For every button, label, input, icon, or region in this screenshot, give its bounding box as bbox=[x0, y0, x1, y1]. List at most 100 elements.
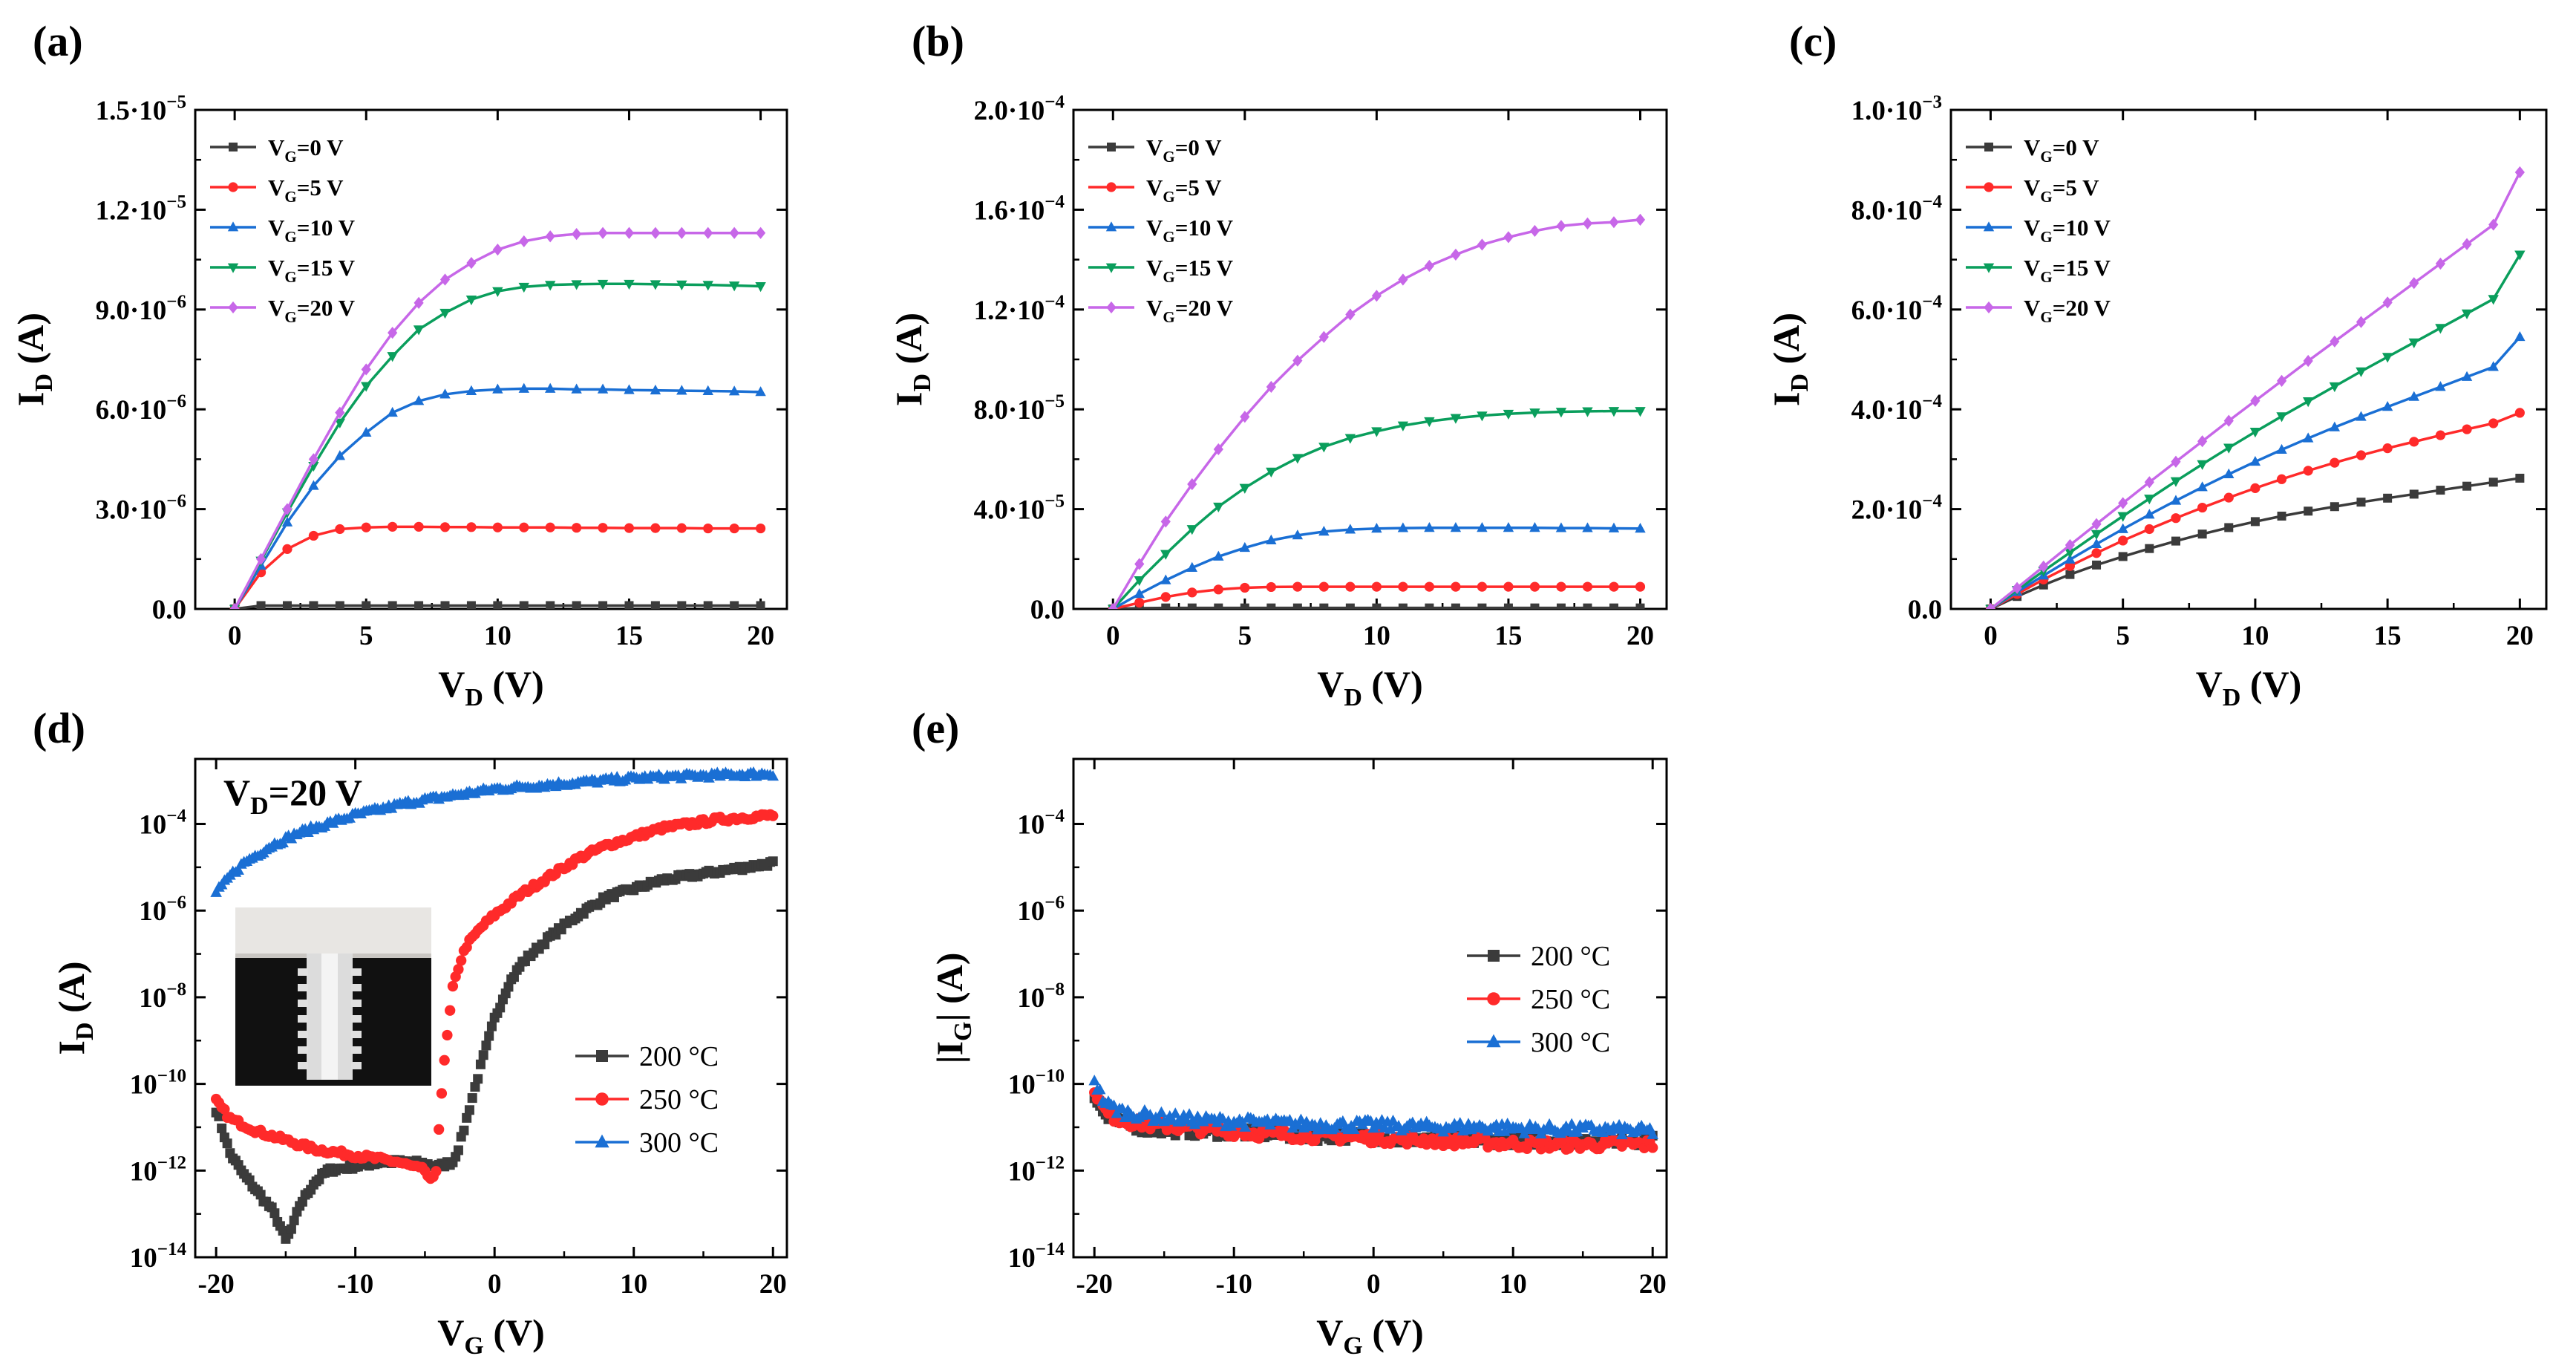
data-point bbox=[439, 273, 451, 286]
data-point bbox=[1088, 1075, 1100, 1086]
data-point bbox=[2091, 518, 2102, 530]
data-point bbox=[1266, 603, 1276, 609]
data-point bbox=[1134, 558, 1145, 570]
series-4 bbox=[1108, 213, 1646, 609]
panel-letter: (a) bbox=[33, 17, 83, 65]
data-point bbox=[414, 601, 424, 609]
y-tick-label: 10−8 bbox=[1017, 979, 1065, 1014]
data-point bbox=[1211, 1116, 1223, 1127]
data-point bbox=[1571, 1125, 1583, 1137]
data-point bbox=[546, 601, 555, 609]
x-tick-label: 10 bbox=[1500, 1269, 1527, 1300]
data-point bbox=[2250, 517, 2260, 527]
legend-label: 300 °C bbox=[639, 1127, 719, 1158]
data-point bbox=[1635, 603, 1645, 609]
data-point bbox=[2223, 414, 2234, 427]
legend-label: VG=10 V bbox=[1146, 215, 1234, 246]
data-point bbox=[439, 388, 451, 399]
data-point bbox=[1555, 522, 1567, 532]
data-point bbox=[277, 836, 289, 848]
data-point bbox=[1583, 603, 1592, 609]
data-point bbox=[2383, 493, 2393, 503]
data-point bbox=[2514, 408, 2525, 418]
series-line bbox=[233, 387, 761, 609]
legend-marker bbox=[1106, 301, 1117, 314]
data-point bbox=[2118, 535, 2128, 546]
y-axis-title: ID (A) bbox=[888, 313, 936, 406]
data-point bbox=[2382, 443, 2393, 454]
x-tick-label: -20 bbox=[197, 1269, 234, 1300]
legend-marker bbox=[1107, 143, 1116, 151]
y-tick-label: 3.0·10−6 bbox=[96, 492, 186, 526]
data-point bbox=[1424, 417, 1435, 428]
data-point bbox=[1348, 1123, 1360, 1135]
legend-marker bbox=[1984, 143, 1993, 151]
data-point bbox=[676, 523, 687, 533]
legend-marker bbox=[227, 221, 239, 232]
data-point bbox=[2356, 367, 2367, 377]
data-point bbox=[1529, 581, 1540, 592]
data-point bbox=[1398, 581, 1408, 592]
y-tick-label: 0.0 bbox=[1030, 595, 1065, 625]
data-point bbox=[1556, 220, 1566, 232]
data-point bbox=[413, 325, 425, 336]
data-point bbox=[1402, 1138, 1413, 1150]
data-point bbox=[1477, 581, 1488, 592]
y-tick-label: 10−14 bbox=[130, 1239, 187, 1274]
data-point bbox=[442, 1029, 453, 1041]
data-point bbox=[1451, 581, 1461, 592]
data-point bbox=[1529, 522, 1540, 532]
data-point bbox=[459, 1125, 469, 1135]
data-point bbox=[2330, 502, 2339, 512]
panel-d: (d) -20 -10 0 10 20 10−14 10−12 10−10 10−8 10−6 10−… bbox=[33, 704, 788, 1356]
data-point bbox=[597, 383, 609, 394]
panel-letter: (e) bbox=[912, 704, 959, 752]
y-tick-label: 10−4 bbox=[1017, 806, 1065, 841]
data-point bbox=[572, 523, 582, 533]
y-tick-label: 10−10 bbox=[1008, 1066, 1065, 1101]
data-point bbox=[413, 395, 425, 405]
data-point bbox=[464, 1105, 474, 1115]
data-point bbox=[1556, 603, 1566, 609]
data-point bbox=[2171, 513, 2181, 524]
data-point bbox=[2091, 548, 2102, 558]
series-0 bbox=[1108, 603, 1645, 609]
data-point bbox=[1397, 522, 1409, 532]
data-point bbox=[545, 382, 556, 393]
x-tick-label: -20 bbox=[1076, 1269, 1113, 1300]
data-point bbox=[2435, 324, 2446, 334]
data-point bbox=[2356, 411, 2367, 421]
data-point bbox=[413, 521, 424, 532]
y-axis-title: |IG| (A) bbox=[929, 953, 977, 1064]
data-point bbox=[256, 601, 266, 609]
data-point bbox=[470, 1082, 480, 1092]
data-point bbox=[1292, 354, 1303, 367]
data-point bbox=[2090, 529, 2102, 540]
data-point bbox=[1266, 380, 1276, 394]
legend-marker bbox=[1105, 221, 1117, 232]
legend-marker bbox=[1486, 1034, 1501, 1048]
data-point bbox=[282, 601, 292, 609]
data-point bbox=[2462, 481, 2472, 491]
data-point bbox=[2488, 361, 2499, 371]
data-point bbox=[473, 1074, 483, 1084]
legend-marker bbox=[1487, 992, 1500, 1005]
data-point bbox=[1292, 581, 1303, 592]
series-4 bbox=[229, 226, 766, 609]
data-point bbox=[2197, 435, 2208, 448]
data-point bbox=[598, 601, 608, 609]
data-point bbox=[2488, 218, 2499, 231]
data-point bbox=[334, 450, 346, 460]
data-point bbox=[1160, 592, 1171, 602]
data-point bbox=[308, 530, 318, 541]
data-point bbox=[1556, 581, 1566, 592]
data-point bbox=[1318, 581, 1329, 592]
data-point bbox=[1647, 1128, 1658, 1139]
data-point bbox=[1239, 1121, 1252, 1132]
data-point bbox=[703, 523, 713, 534]
inset-pad bbox=[351, 1046, 362, 1054]
data-point bbox=[1318, 330, 1329, 343]
data-point bbox=[676, 280, 687, 290]
data-point bbox=[334, 418, 346, 428]
data-point bbox=[2408, 338, 2419, 348]
